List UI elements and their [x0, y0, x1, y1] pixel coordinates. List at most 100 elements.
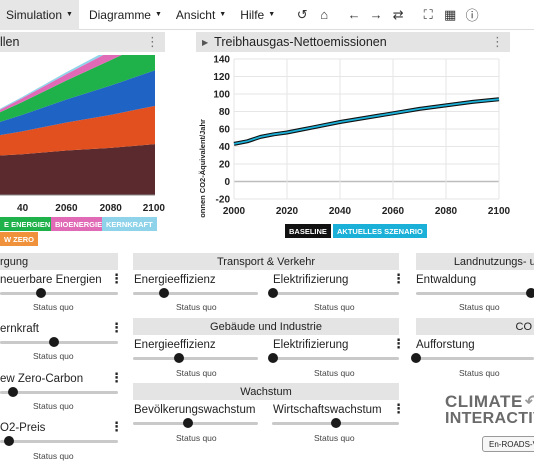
status-elektrifizierung-transport: Status quo: [314, 302, 355, 312]
label-wirtschaftswachstum: Wirtschaftswachstum: [273, 404, 382, 416]
slider-co2-preis-thumb[interactable]: [4, 436, 14, 446]
section-co2-entfernung: CO: [416, 318, 534, 335]
x-tick-label: 2020: [276, 206, 299, 217]
slider-elektrifizierung-gebaeude-thumb[interactable]: [268, 353, 278, 363]
expand-triangle-icon[interactable]: ▶: [202, 37, 209, 47]
slider-aufforstung-thumb[interactable]: [411, 353, 421, 363]
slider-co2-preis-track[interactable]: [0, 440, 118, 443]
x-tick-label: 2100: [488, 206, 511, 217]
x-tick-label: 2040: [329, 206, 352, 217]
table-icon[interactable]: ▦: [444, 6, 457, 22]
slider-wirtschaft-thumb[interactable]: [331, 418, 341, 428]
toolbar-icons: ↺ ⌂ ← → ⇄ ⛶ ▦ ⓘ: [291, 5, 483, 24]
fullscreen-icon[interactable]: ⛶: [423, 6, 433, 22]
section-gebaeude: Gebäude und Industrie: [133, 318, 399, 335]
more-vertical-icon[interactable]: ⋮: [392, 336, 405, 351]
climate-interactive-logo-line2: INTERACTIVE: [445, 410, 534, 427]
status-energieeffizienz-gebaeude: Status quo: [176, 368, 217, 378]
chevron-down-icon: ▼: [219, 11, 227, 18]
menu-hilfe[interactable]: Hilfe ▼: [240, 7, 276, 22]
stacked-area-chart: 40 2060 2080 2100: [0, 55, 166, 214]
y-tick-label: 140: [213, 55, 230, 66]
x-tick-label: 2100: [143, 203, 166, 214]
label-new-zero-carbon: ew Zero-Carbon: [0, 373, 84, 385]
slider-energieeffizienz-gebaeude-track[interactable]: [133, 357, 258, 360]
version-button[interactable]: En-ROADS-Ve: [482, 436, 534, 452]
y-tick-label: 40: [219, 142, 231, 153]
y-tick-label: 20: [219, 160, 231, 171]
section-transport: Transport & Verkehr: [133, 253, 399, 270]
slider-new-zero-thumb[interactable]: [8, 387, 18, 397]
more-vertical-icon[interactable]: ⋮: [392, 271, 405, 286]
x-tick-label: 2060: [382, 206, 405, 217]
slider-elektrifizierung-transport-track[interactable]: [272, 292, 399, 295]
slider-entwaldung-track[interactable]: [416, 292, 534, 295]
area-series-1: [0, 105, 155, 156]
menubar: Simulation ▼ Diagramme ▼ Ansicht ▼ Hilfe ▼ ↺…: [0, 0, 534, 30]
slider-energieeffizienz-gebaeude-thumb[interactable]: [174, 353, 184, 363]
right-panel-header: ▶ Treibhausgas-Nettoemissionen ⋮: [196, 32, 510, 52]
more-vertical-icon[interactable]: ⋮: [110, 370, 123, 385]
line-series-aktuelles-szenario: [233, 98, 500, 145]
x-tick-label: 2060: [55, 203, 78, 214]
label-erneuerbare-energien: neuerbare Energien: [0, 274, 102, 286]
more-vertical-icon[interactable]: ⋮: [110, 419, 123, 434]
menu-diagramme[interactable]: Diagramme ▼: [88, 7, 162, 22]
slider-energieeffizienz-transport-thumb[interactable]: [159, 288, 169, 298]
x-tick-label: 2080: [100, 203, 123, 214]
refresh-icon[interactable]: ⇄: [392, 6, 404, 22]
x-tick-label: 40: [17, 203, 29, 214]
undo-icon[interactable]: ↺: [296, 6, 308, 22]
area-series-4: [0, 55, 122, 113]
legend-chip-new-zero[interactable]: W ZERO: [0, 232, 38, 246]
label-elektrifizierung-transport: Elektrifizierung: [273, 274, 349, 286]
slider-new-zero-track[interactable]: [0, 391, 118, 394]
x-tick-label: 2080: [435, 206, 458, 217]
slider-elektrifizierung-gebaeude-track[interactable]: [272, 357, 399, 360]
x-tick-label: 2000: [223, 206, 246, 217]
climate-interactive-logo: CLIMATE ↶: [445, 392, 534, 412]
status-entwaldung: Status quo: [459, 302, 500, 312]
status-new-zero: Status quo: [33, 401, 74, 411]
legend-chip-bioenergie[interactable]: BIOENERGIE: [51, 217, 107, 231]
y-tick-label: 80: [219, 107, 231, 118]
slider-bevoelkerung-track[interactable]: [133, 422, 258, 425]
arrow-right-icon[interactable]: →: [369, 7, 383, 22]
logo-arrow-icon: ↶: [524, 392, 534, 411]
menu-ansicht[interactable]: Ansicht ▼: [175, 7, 227, 22]
status-bevoelkerung: Status quo: [176, 433, 217, 443]
section-energieversorgung: rgung: [0, 253, 118, 270]
slider-elektrifizierung-transport-thumb[interactable]: [268, 288, 278, 298]
label-energieeffizienz-transport: Energieeffizienz: [134, 274, 216, 286]
slider-kernkraft-track[interactable]: [0, 341, 118, 344]
area-series-2: [0, 70, 155, 136]
slider-erneuerbare-track[interactable]: [0, 292, 118, 295]
label-entwaldung: Entwaldung: [416, 274, 477, 286]
slider-erneuerbare-thumb[interactable]: [36, 288, 46, 298]
section-wachstum: Wachstum: [133, 383, 399, 400]
legend-chip-aktuelles-szenario[interactable]: AKTUELLES SZENARIO: [333, 224, 427, 238]
slider-aufforstung-track[interactable]: [416, 357, 534, 360]
menu-simulation[interactable]: Simulation ▼: [0, 0, 79, 30]
label-energieeffizienz-gebaeude: Energieeffizienz: [134, 339, 216, 351]
arrow-left-icon[interactable]: ←: [347, 7, 361, 22]
label-kernkraft: ernkraft: [0, 323, 39, 335]
home-icon[interactable]: ⌂: [320, 7, 329, 22]
more-vertical-icon[interactable]: ⋮: [110, 320, 123, 335]
slider-bevoelkerung-thumb[interactable]: [183, 418, 193, 428]
legend-chip-baseline[interactable]: BASELINE: [285, 224, 331, 238]
slider-entwaldung-thumb[interactable]: [526, 288, 534, 298]
legend-chip-erneuerbare[interactable]: E ENERGIEN: [0, 217, 55, 231]
legend-chip-kernkraft[interactable]: KERNKRAFT: [102, 217, 157, 231]
slider-kernkraft-thumb[interactable]: [49, 337, 59, 347]
label-co2-preis: O2-Preis: [0, 422, 46, 434]
more-vertical-icon[interactable]: ⋮: [146, 34, 159, 49]
more-vertical-icon[interactable]: ⋮: [110, 271, 123, 286]
slider-energieeffizienz-transport-track[interactable]: [133, 292, 258, 295]
info-icon[interactable]: ⓘ: [465, 8, 479, 23]
more-vertical-icon[interactable]: ⋮: [392, 401, 405, 416]
emissions-line-chart: Gigatonnen CO2-Äquivalent/Jahr 140 120 100…: [198, 55, 511, 219]
left-panel-header: llen ⋮: [0, 32, 165, 52]
more-vertical-icon[interactable]: ⋮: [491, 34, 504, 49]
